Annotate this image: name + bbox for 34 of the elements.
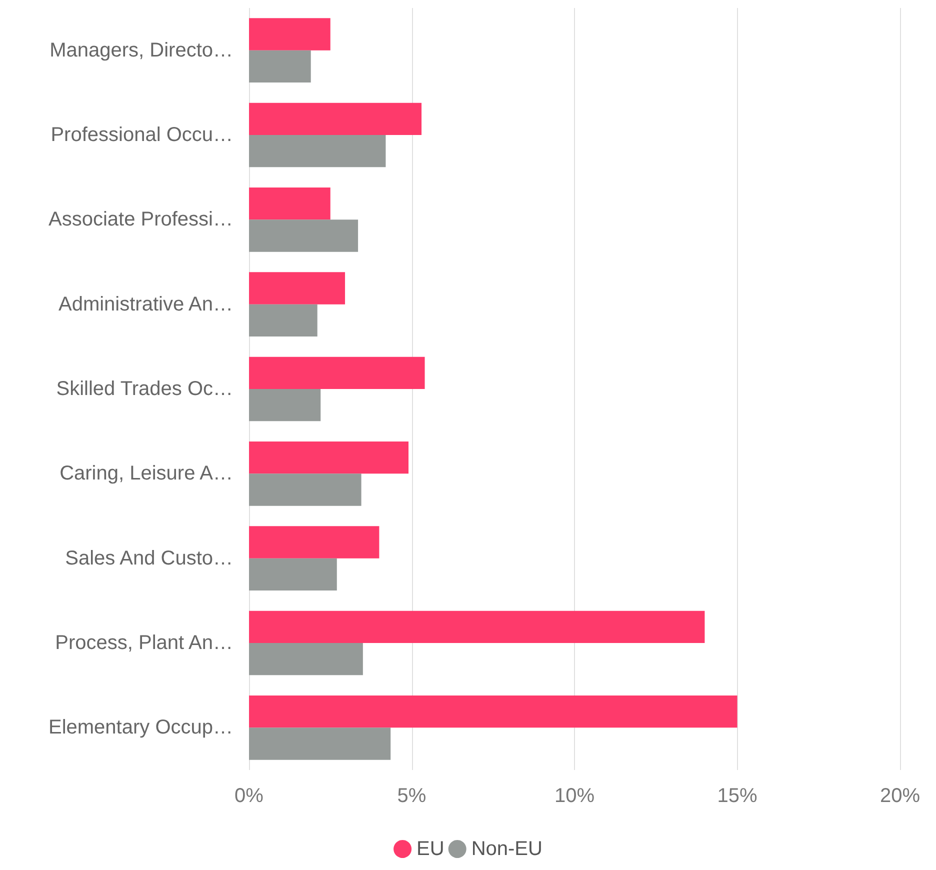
bar xyxy=(249,272,346,304)
x-tick-label: 15% xyxy=(717,785,758,807)
bar xyxy=(249,304,318,337)
bar xyxy=(249,187,330,220)
x-tick-label: 5% xyxy=(397,785,426,807)
bar xyxy=(249,220,358,252)
bar xyxy=(249,610,705,643)
y-tick-label: Sales And Custo… xyxy=(65,547,233,570)
y-tick-label: Process, Plant An… xyxy=(55,632,233,654)
x-tick-label: 20% xyxy=(880,785,920,807)
bar xyxy=(249,389,321,422)
y-tick-label: Elementary Occup… xyxy=(48,716,233,739)
x-tick-label: 0% xyxy=(234,785,264,807)
bar xyxy=(249,526,380,558)
x-tick-label: 10% xyxy=(554,785,595,807)
bar xyxy=(249,356,425,389)
y-tick-label: Professional Occu… xyxy=(50,124,233,146)
bar xyxy=(249,695,738,728)
y-tick-label: Administrative An… xyxy=(58,293,233,316)
bar xyxy=(249,18,330,50)
bar xyxy=(249,135,386,168)
bar xyxy=(249,441,408,474)
bar xyxy=(249,643,363,676)
bar xyxy=(249,558,337,591)
bar xyxy=(249,50,311,83)
legend-label: EU xyxy=(416,838,444,860)
bar xyxy=(249,728,391,760)
legend-label: Non-EU xyxy=(471,838,542,860)
bar xyxy=(249,474,362,506)
y-tick-label: Associate Professi… xyxy=(48,208,233,231)
y-tick-label: Managers, Directo… xyxy=(50,39,233,62)
bar xyxy=(249,102,422,135)
y-tick-label: Skilled Trades Oc… xyxy=(56,378,233,400)
y-tick-label: Caring, Leisure A… xyxy=(60,462,233,485)
